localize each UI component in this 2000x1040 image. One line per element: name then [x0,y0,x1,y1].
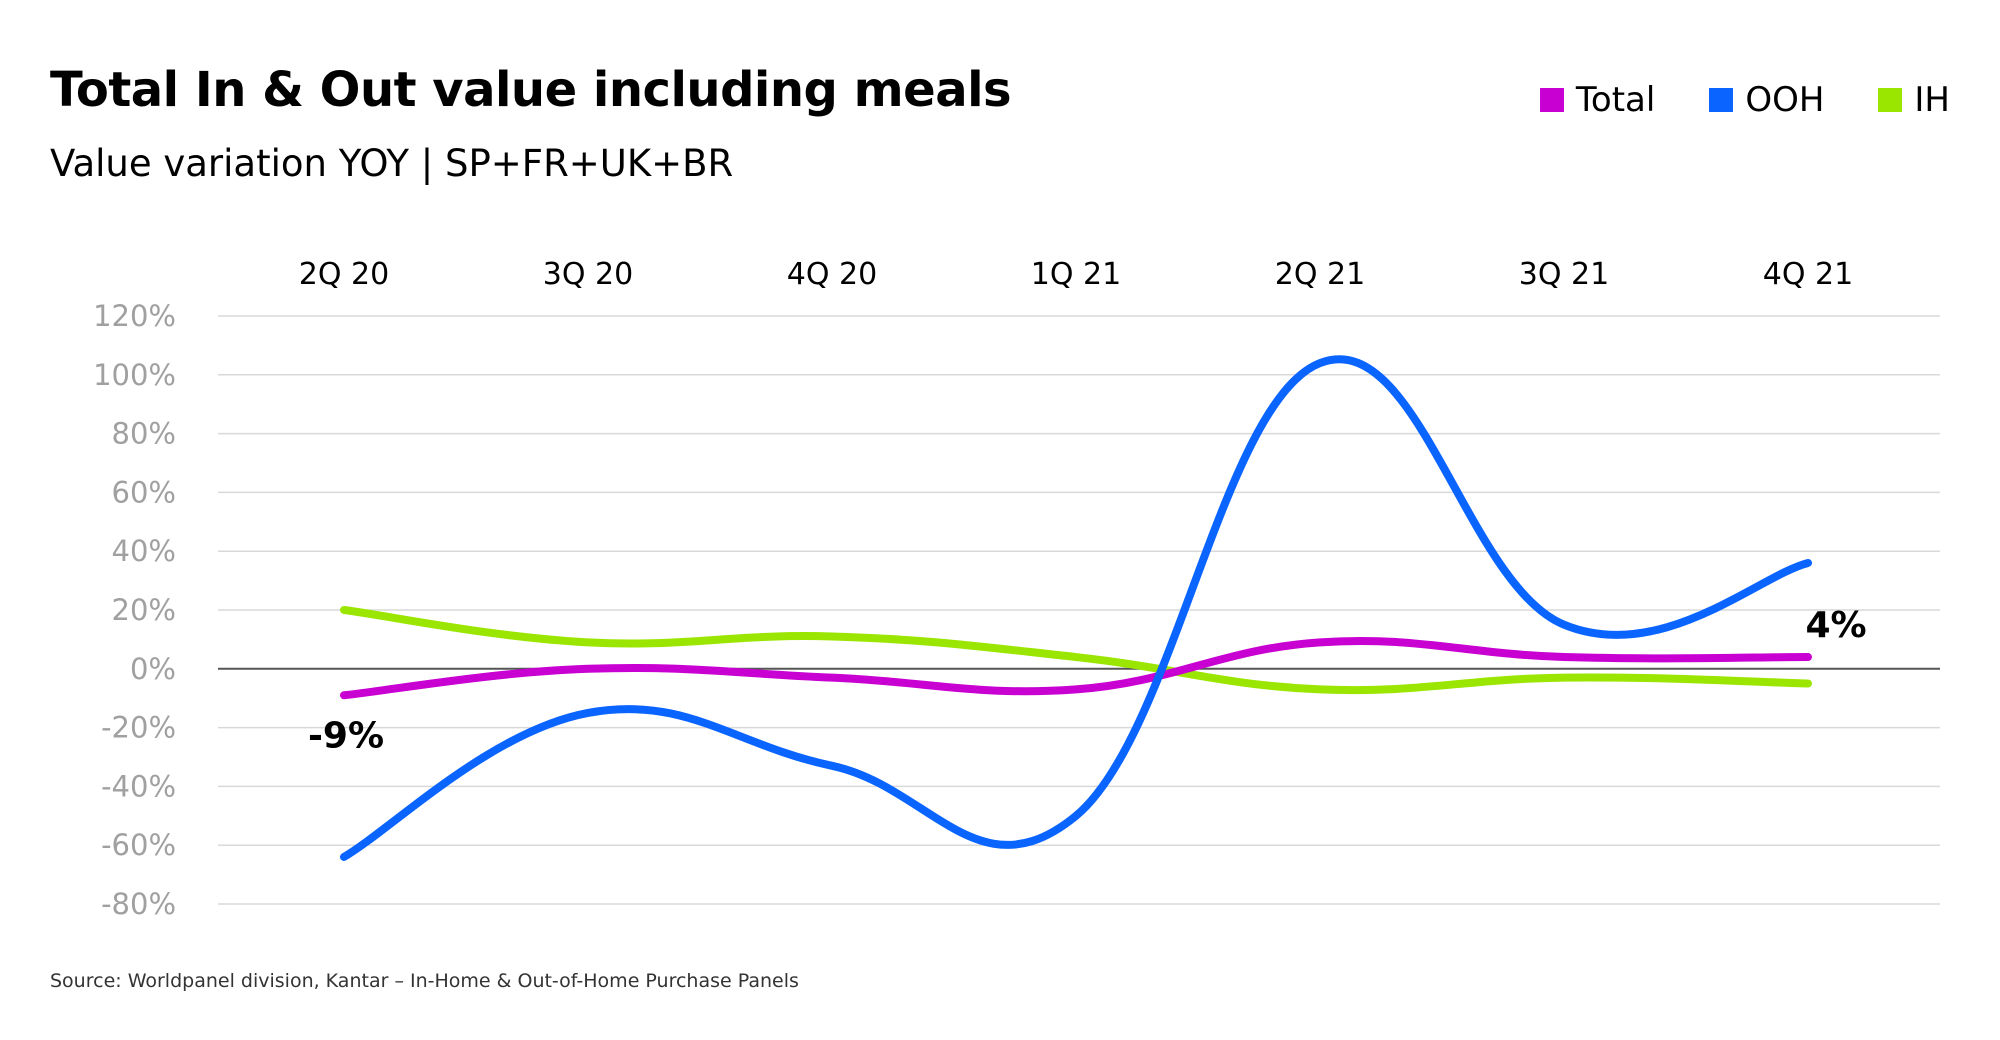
series-line-ih [340,606,1812,695]
data-label: 4% [1805,605,1866,646]
y-tick-label: -40% [101,769,176,803]
legend-swatch-ooh [1709,88,1734,112]
series-lines [340,355,1812,861]
chart-title: Total In & Out value including meals [50,62,1012,118]
x-tick-label: 3Q 21 [1519,257,1609,292]
y-axis-ticks: 120% 100% 80% 60% 40% 20% 0% -20% -40% -60% -80% [93,299,176,921]
y-tick-label: 0% [130,652,176,686]
y-tick-label: -80% [101,887,176,921]
x-tick-label: 3Q 20 [543,257,633,292]
legend-label-ih: IH [1914,80,1950,120]
x-tick-label: 4Q 20 [787,257,877,292]
y-tick-label: 100% [93,358,176,392]
x-tick-label: 2Q 20 [299,257,389,292]
legend-item-ih: IH [1878,80,1950,120]
chart-subtitle: Value variation YOY | SP+FR+UK+BR [50,142,734,185]
y-tick-label: -20% [101,711,176,745]
y-tick-label: 80% [112,417,176,451]
legend-label-total: Total [1575,80,1656,120]
x-tick-label: 2Q 21 [1275,257,1365,292]
x-tick-label: 4Q 21 [1763,257,1853,292]
y-tick-label: -60% [101,828,176,862]
legend-item-ooh: OOH [1709,80,1824,120]
y-tick-label: 20% [112,593,176,627]
y-tick-label: 40% [112,534,176,568]
legend-swatch-total [1539,88,1564,112]
legend-label-ooh: OOH [1745,80,1825,120]
series-line-ooh [340,355,1812,861]
data-label: -9% [308,715,384,756]
data-labels: -9% 4% [308,605,1867,756]
x-tick-label: 1Q 21 [1031,257,1121,292]
y-tick-label: 60% [112,475,176,509]
source-note: Source: Worldpanel division, Kantar – In… [50,970,799,992]
gridlines [218,315,1940,905]
legend-swatch-ih [1878,88,1903,112]
legend-item-total: Total [1539,80,1656,120]
y-tick-label: 120% [93,299,176,333]
legend: Total OOH IH [1539,80,1950,120]
x-axis-ticks: 2Q 20 3Q 20 4Q 20 1Q 21 2Q 21 3Q 21 4Q 21 [299,257,1853,292]
